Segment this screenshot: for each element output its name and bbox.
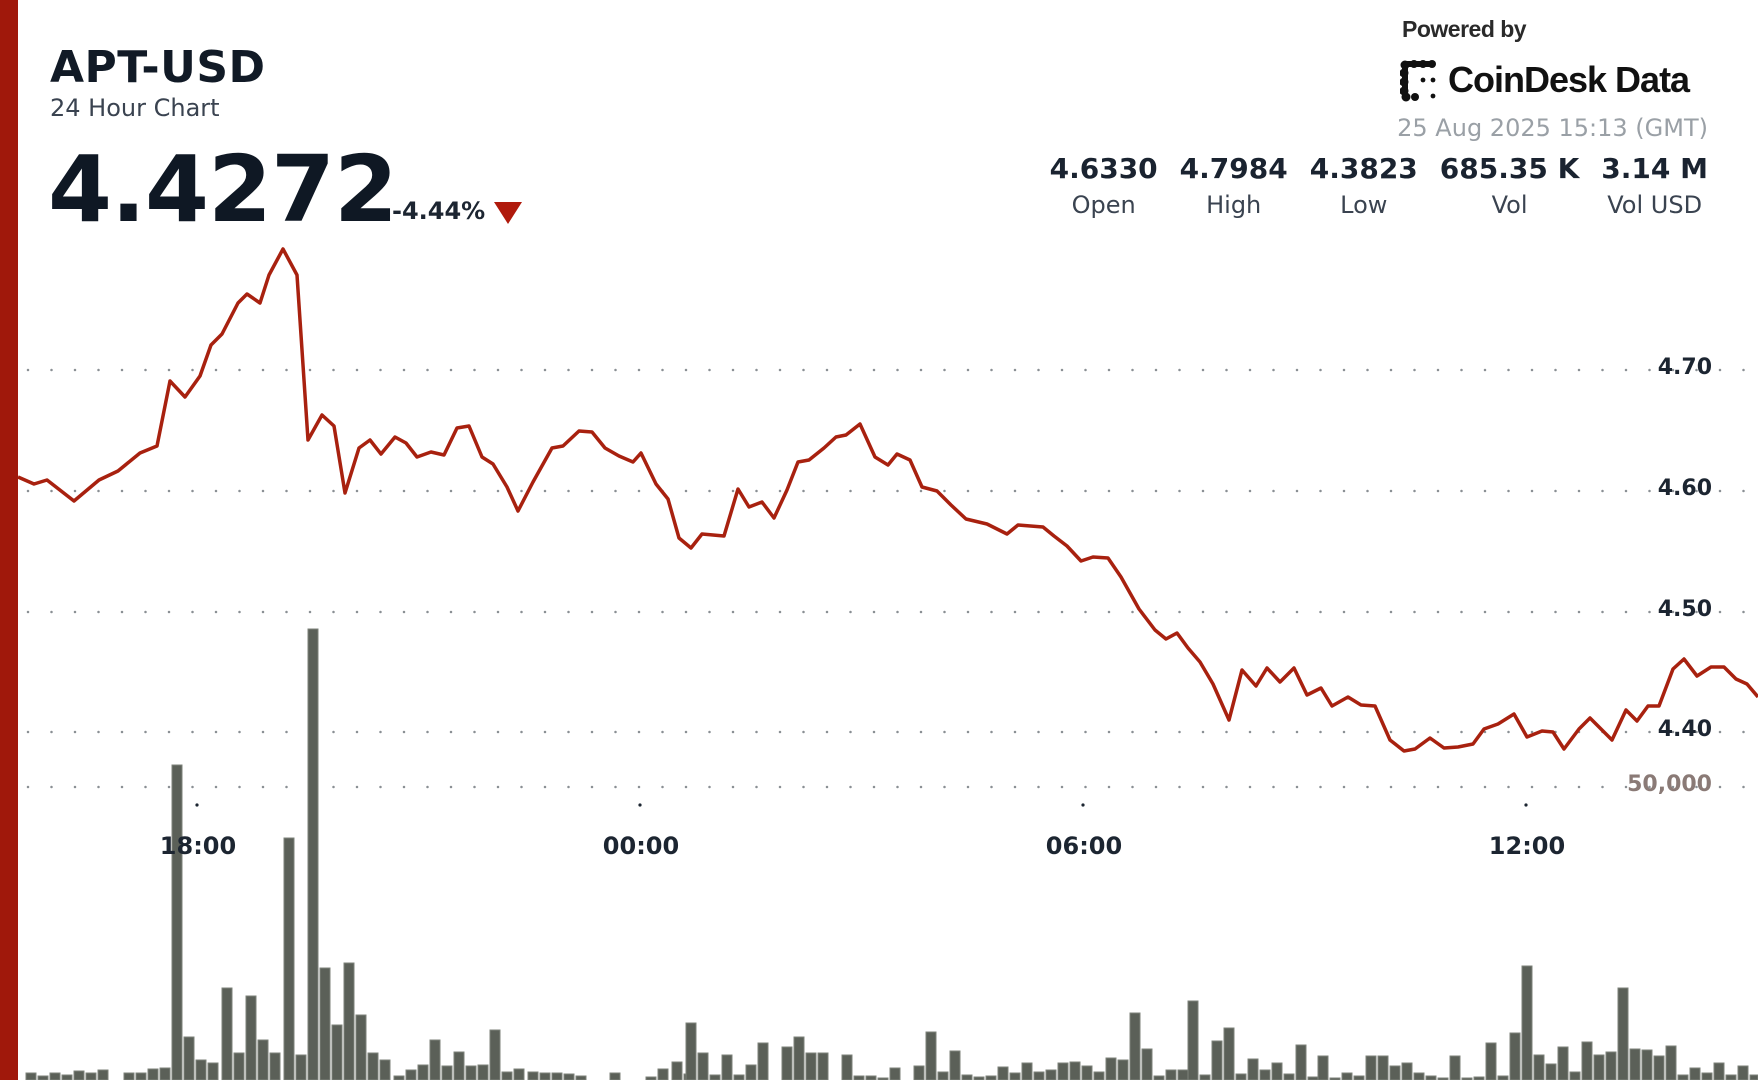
price-change-percent: -4.44% [392, 197, 486, 225]
y-tick-label: 4.70 [1657, 355, 1712, 380]
stat-label: High [1206, 191, 1262, 219]
stat-label: Vol USD [1607, 191, 1703, 219]
stat-value: 3.14 M [1601, 152, 1708, 185]
volume-bars [25, 628, 1758, 1080]
price-line [17, 247, 1758, 753]
stat-value: 685.35 K [1439, 152, 1580, 185]
stat-vol-usd: 3.14 M Vol USD [1579, 152, 1708, 219]
brand-logo[interactable]: CoinDesk Data [1399, 56, 1690, 104]
coindesk-logo-icon [1399, 58, 1444, 102]
y-tick-label: 4.50 [1657, 597, 1712, 622]
chart-subtitle: 24 Hour Chart [50, 94, 220, 122]
stat-value: 4.3823 [1309, 152, 1418, 185]
stat-vol: 685.35 K Vol [1418, 152, 1580, 219]
brand-name: CoinDesk Data [1448, 59, 1690, 100]
powered-by-label: Powered by [1402, 16, 1527, 42]
stat-value: 4.7984 [1179, 152, 1288, 185]
x-tick-label: 18:00 [159, 832, 237, 860]
stat-label: Open [1071, 191, 1136, 219]
stat-low: 4.3823 Low [1288, 152, 1418, 219]
x-tick-marks [195, 803, 1528, 807]
symbol-title: APT-USD [50, 42, 266, 93]
stat-high: 4.7984 High [1158, 152, 1288, 219]
stat-label: Low [1340, 191, 1388, 219]
x-tick-label: 12:00 [1488, 832, 1566, 860]
x-tick-label: 06:00 [1045, 832, 1123, 860]
stats-row: 4.6330 Open 4.7984 High 4.3823 Low 685.3… [1028, 152, 1708, 219]
current-price: 4.4272 [48, 136, 398, 243]
y-tick-label: 4.60 [1657, 476, 1712, 501]
triangle-down-icon [494, 202, 522, 224]
y-tick-label: 4.40 [1657, 717, 1712, 742]
x-tick-label: 00:00 [602, 832, 680, 860]
stat-label: Vol [1491, 191, 1528, 219]
stat-open: 4.6330 Open [1028, 152, 1158, 219]
price-area [18, 249, 1758, 1080]
timestamp: 25 Aug 2025 15:13 (GMT) [1397, 114, 1708, 142]
stat-value: 4.6330 [1049, 152, 1158, 185]
accent-bar [0, 0, 18, 1080]
volume-tick-label: 50,000 [1627, 772, 1712, 797]
